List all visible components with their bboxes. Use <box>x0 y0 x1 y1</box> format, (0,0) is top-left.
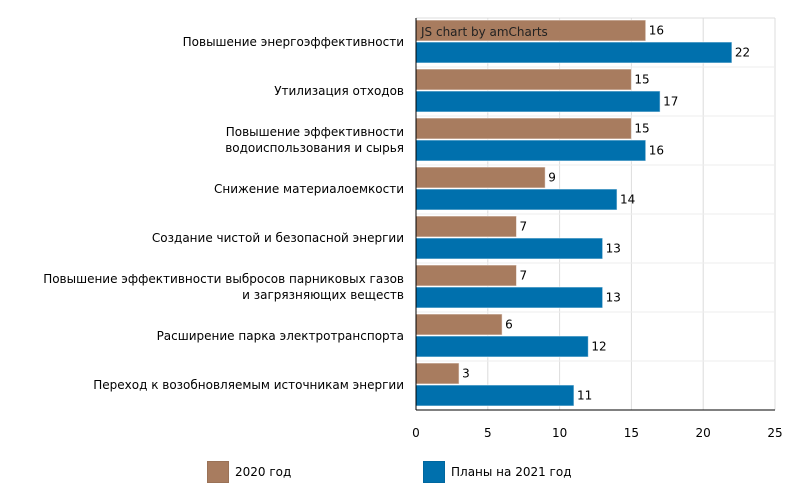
bar-value-label: 15 <box>634 73 649 87</box>
bar-2021[interactable] <box>415 286 604 309</box>
legend-label-2020: 2020 год <box>235 465 292 479</box>
bar-value-label: 13 <box>606 291 621 305</box>
bar-2020[interactable] <box>415 313 503 336</box>
bar-value-label: 15 <box>634 122 649 136</box>
legend-item-2021[interactable]: Планы на 2021 год <box>423 461 572 483</box>
category-label: водоиспользования и сырья <box>225 141 404 155</box>
bars <box>415 19 733 407</box>
category-label: Расширение парка электротранспорта <box>157 329 404 343</box>
chart-credit[interactable]: JS chart by amCharts <box>420 25 548 39</box>
x-tick-label: 0 <box>412 426 420 440</box>
x-tick-label: 25 <box>767 426 782 440</box>
category-label: Создание чистой и безопасной энергии <box>152 231 404 245</box>
category-label: Повышение энергоэффективности <box>183 35 404 49</box>
category-label: Снижение материалоемкости <box>214 182 404 196</box>
legend-item-2020[interactable]: 2020 год <box>207 461 291 483</box>
category-label: Переход к возобновляемым источникам энер… <box>93 378 404 392</box>
bar-value-label: 9 <box>548 171 556 185</box>
x-tick-label: 20 <box>696 426 711 440</box>
bar-2021[interactable] <box>415 237 604 260</box>
x-tick-label: 5 <box>484 426 492 440</box>
bar-2020[interactable] <box>415 117 632 140</box>
bar-value-label: 16 <box>649 144 664 158</box>
bar-value-label: 7 <box>520 220 528 234</box>
bar-2020[interactable] <box>415 215 518 238</box>
category-label: Повышение эффективности <box>226 125 404 139</box>
bar-value-label: 17 <box>663 95 678 109</box>
bar-value-label: 3 <box>462 367 470 381</box>
bar-2021[interactable] <box>415 139 647 162</box>
category-label: Утилизация отходов <box>274 84 404 98</box>
bar-2020[interactable] <box>415 166 546 189</box>
legend-label-2021: Планы на 2021 год <box>451 465 572 479</box>
bar-value-label: 11 <box>577 389 592 403</box>
bar-2021[interactable] <box>415 90 661 113</box>
category-labels: Повышение энергоэффективности Утилизация … <box>43 35 404 392</box>
bar-value-label: 14 <box>620 193 635 207</box>
bar-2021[interactable] <box>415 188 618 211</box>
x-tick-label: 15 <box>624 426 639 440</box>
bar-value-label: 12 <box>591 340 606 354</box>
bar-value-label: 13 <box>606 242 621 256</box>
bar-2020[interactable] <box>415 362 460 385</box>
bar-2021[interactable] <box>415 384 575 407</box>
bar-2021[interactable] <box>415 335 589 358</box>
x-tick-label: 10 <box>552 426 567 440</box>
bar-value-label: 6 <box>505 318 513 332</box>
category-label: Повышение эффективности выбросов парнико… <box>43 272 404 286</box>
bar-2021[interactable] <box>415 41 733 64</box>
x-axis: 0 5 10 15 20 25 <box>412 18 783 440</box>
bar-value-label: 22 <box>735 46 750 60</box>
bar-2020[interactable] <box>415 68 632 91</box>
bar-value-label: 7 <box>520 269 528 283</box>
bar-2020[interactable] <box>415 264 518 287</box>
legend-swatch-2021 <box>423 461 445 483</box>
category-label: и загрязняющих веществ <box>242 288 404 302</box>
grid-lines <box>415 17 776 410</box>
bar-value-label: 16 <box>649 24 664 38</box>
legend-swatch-2020 <box>207 461 229 483</box>
